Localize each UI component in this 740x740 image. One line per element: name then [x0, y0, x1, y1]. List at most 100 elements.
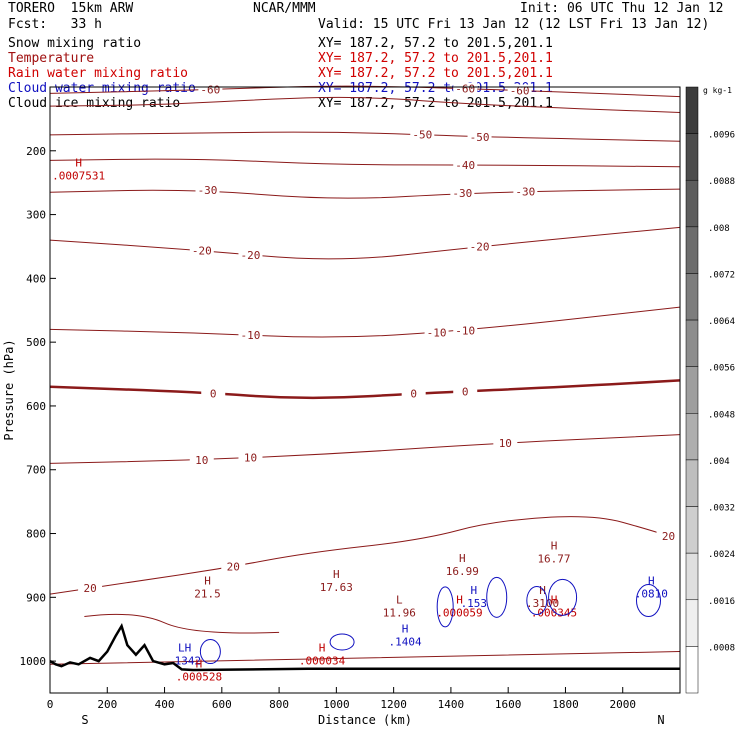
colorbar-segment [685, 319, 699, 367]
temperature-contour [49, 158, 681, 168]
valid-time: Valid: 15 UTC Fri 13 Jan 12 (12 LST Fri … [318, 17, 710, 32]
contour-label: -40 [455, 159, 475, 172]
contour-label-bg [195, 184, 220, 197]
cloud-water-contour [486, 576, 508, 618]
colorbar-label: .008 [708, 224, 730, 234]
extremum-type: H [204, 575, 211, 588]
extremum-value: .000059 [436, 607, 482, 620]
init-time: Init: 06 UTC Thu 12 Jan 12 [520, 1, 724, 16]
contour-label: -10 [241, 329, 261, 342]
contour-label-bg [453, 82, 478, 95]
x-tick-label: 600 [212, 698, 232, 711]
contour-label-bg [424, 326, 449, 339]
extremum-value: .153 [461, 597, 488, 610]
colorbar-segment [685, 646, 699, 694]
contour-label: -30 [198, 184, 218, 197]
colorbar-label: .0064 [708, 317, 735, 327]
extremum-type: H [333, 568, 340, 581]
extremum-type: LH [178, 642, 191, 655]
colorbar-label: .0088 [708, 177, 735, 187]
extremum-value: .000528 [176, 670, 222, 683]
y-tick-label: 1000 [20, 655, 47, 668]
temperature-contour [49, 651, 681, 665]
contour-label-bg [453, 324, 478, 337]
contour-label: 10 [244, 452, 257, 465]
contour-label: 0 [410, 388, 417, 401]
legend-item-cloud-ice: Cloud ice mixing ratio [8, 96, 181, 111]
direction-north: N [657, 713, 664, 727]
extremum-value: .000034 [299, 655, 346, 668]
contour-label: -60 [455, 83, 475, 96]
x-tick-label: 800 [269, 698, 289, 711]
extremum-type: H [551, 539, 558, 552]
contour-label: 20 [83, 582, 96, 595]
y-axis-label: Pressure (hPa) [2, 339, 16, 440]
extrema-markers: H.0007531H21.5H17.63H16.99H16.77L11.96H.… [52, 157, 668, 684]
contour-label-bg [238, 451, 263, 464]
legend-item-rain: Rain water mixing ratio [8, 66, 189, 81]
contour-label: 0 [462, 385, 469, 398]
colorbar-label: .0048 [708, 410, 735, 420]
extremum-value: .1404 [389, 635, 422, 648]
cloud-water-contours [199, 576, 661, 665]
colorbar-label: .0024 [708, 550, 735, 560]
colorbar-label: .004 [708, 457, 730, 467]
extremum-type: H [648, 575, 655, 588]
temperature-contour [49, 379, 681, 400]
y-tick-label: 700 [26, 464, 46, 477]
temperature-contour [49, 226, 681, 260]
extremum-type: H [319, 642, 326, 655]
colorbar-label: .0096 [708, 131, 735, 141]
extremum-value: 11.96 [383, 607, 416, 620]
contour-label-bg [189, 453, 214, 466]
contour-label-bg [493, 436, 518, 449]
colorbar-segment [685, 459, 699, 507]
contour-label-bg [401, 387, 426, 400]
contour-label: 10 [499, 437, 512, 450]
contour-label: -20 [470, 240, 490, 253]
y-tick-label: 800 [26, 528, 46, 541]
contour-label: -30 [515, 186, 535, 199]
forecast-hour: Fcst: 33 h [8, 17, 102, 32]
contour-label: -60 [510, 84, 530, 97]
direction-south: S [81, 713, 88, 727]
legend-xy-snow: XY= 187.2, 57.2 to 201.5,201.1 [318, 36, 553, 51]
plot-frame [49, 86, 681, 694]
colorbar-unit: g kg-1 [703, 86, 732, 95]
x-tick-label: 400 [155, 698, 175, 711]
y-tick-label: 200 [26, 145, 46, 158]
extremum-value: 16.99 [446, 565, 479, 578]
contour-label: -60 [200, 84, 220, 97]
contour-label: -10 [455, 324, 475, 337]
colorbar-label: .0008 [708, 643, 735, 653]
extremum-type: H [539, 584, 546, 597]
extremum-value: .0007531 [52, 170, 105, 183]
center-label: NCAR/MMM [253, 1, 316, 16]
colorbar-label: .0072 [708, 270, 735, 280]
x-tick-label: 1200 [380, 698, 407, 711]
colorbar-segment [685, 599, 699, 647]
contour-label: -20 [241, 249, 261, 262]
model-title: TORERO 15km ARW [8, 1, 134, 16]
cloud-water-contour [199, 639, 221, 665]
extremum-type: H [456, 594, 463, 607]
temperature-contour [49, 516, 681, 595]
x-tick-label: 1800 [552, 698, 579, 711]
contour-label-bg [450, 187, 475, 200]
cloud-water-contour [526, 586, 548, 616]
extremum-value: .000345 [531, 607, 577, 620]
colorbar-segment [685, 133, 699, 181]
contour-label-bg [238, 329, 263, 342]
contour-label-bg [201, 387, 226, 400]
contour-label: -30 [452, 187, 472, 200]
contour-label: -50 [470, 131, 490, 144]
extremum-type: H [551, 594, 558, 607]
extremum-value: 17.63 [320, 581, 353, 594]
cloud-water-contour [329, 633, 355, 651]
extremum-type: H [196, 657, 203, 670]
colorbar-segment [685, 86, 699, 134]
contour-label-bg [467, 240, 492, 253]
colorbar: .0096 .0088 .008 .0072 .0064 .0056 .0048 .004 .0… [685, 86, 735, 694]
extremum-type: H [471, 584, 478, 597]
